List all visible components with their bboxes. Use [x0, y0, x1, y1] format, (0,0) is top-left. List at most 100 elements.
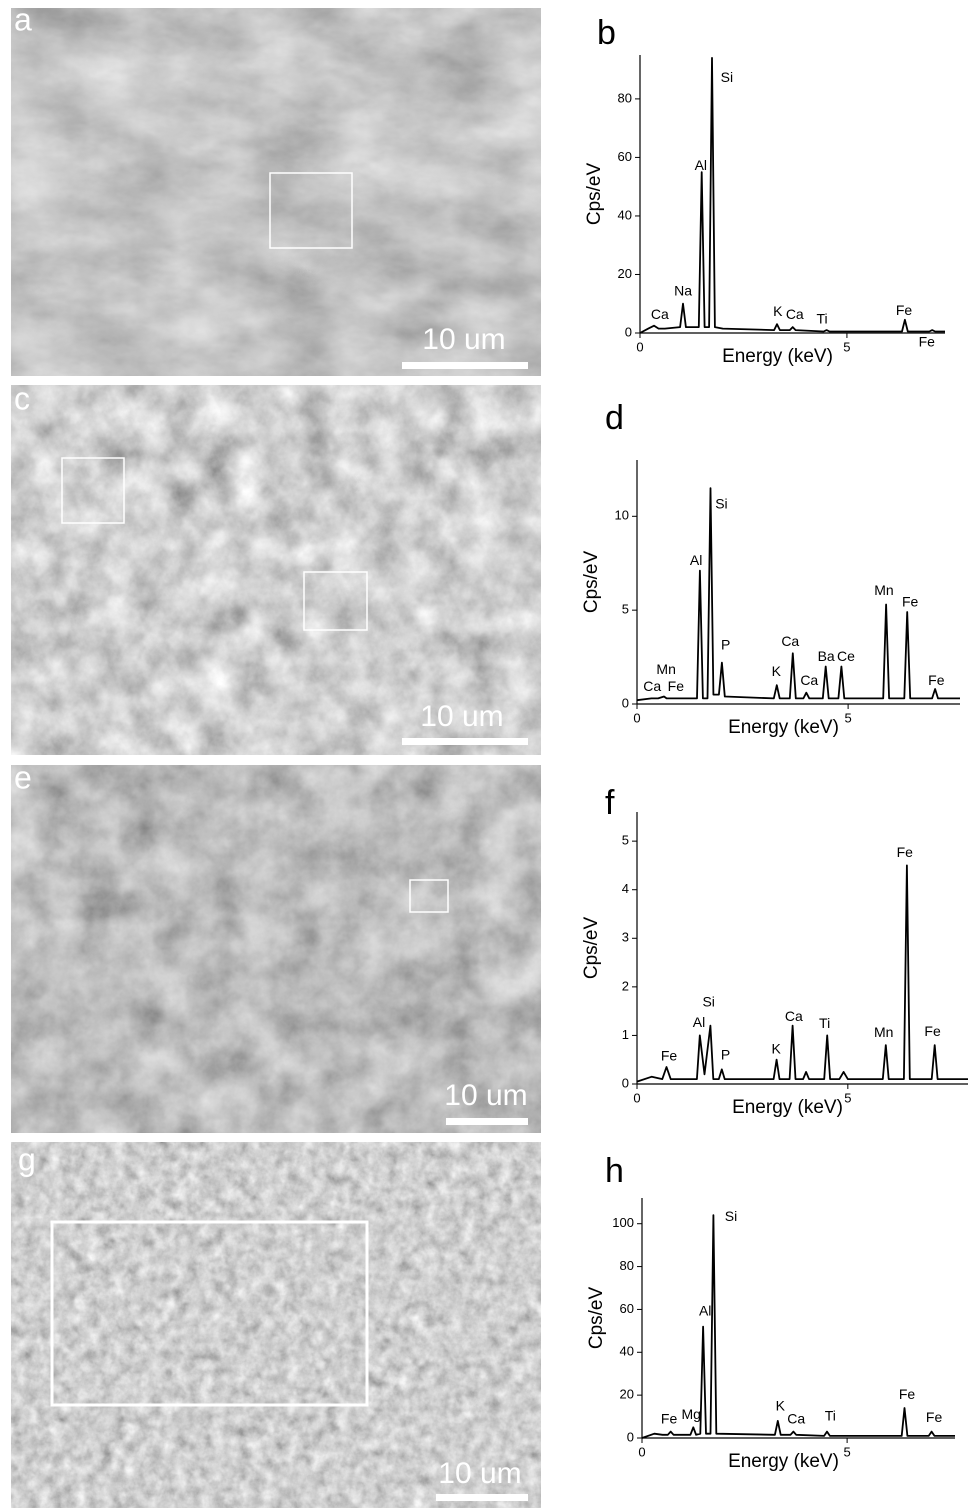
peak-label: Ca	[787, 1411, 805, 1427]
x-axis-label: Energy (keV)	[722, 346, 833, 367]
peak-label: Ca	[643, 678, 661, 694]
y-axis-label: Cps/eV	[581, 551, 602, 614]
figure: a 10 um c 10 um e 10 um g 10 um b0204060…	[0, 0, 972, 1509]
peak-label: K	[772, 663, 782, 679]
scale-label: 10 um	[444, 1079, 527, 1112]
sem-image-g: g 10 um	[11, 1141, 541, 1508]
sem-photo	[11, 8, 541, 376]
peak-label: Ca	[800, 672, 818, 688]
peak-label: Ca	[785, 1008, 803, 1024]
sem-image-c: c 10 um	[11, 380, 541, 755]
y-tick-label: 4	[622, 881, 629, 896]
y-axis-label: Cps/eV	[584, 163, 605, 226]
y-axis-label: Cps/eV	[581, 917, 602, 980]
peak-label: Mn	[874, 1024, 893, 1040]
x-axis-label: Energy (keV)	[728, 717, 839, 738]
x-tick-label: 5	[843, 339, 850, 354]
x-tick-label: 0	[636, 339, 643, 354]
sem-image-e: e 10 um	[11, 759, 541, 1133]
panel-letter: f	[605, 784, 615, 822]
scale-label: 10 um	[420, 700, 503, 733]
peak-label: Si	[721, 69, 733, 85]
peak-label: Ti	[819, 1015, 830, 1031]
peak-label: Ba	[818, 648, 835, 664]
y-tick-label: 0	[627, 1429, 634, 1444]
panel-letter: b	[597, 14, 616, 52]
spectrum-chart: d 0 5 10 0 5 Energy (keV) Cps/eV Mn Ca Fe Al Si P K Ca C…	[581, 399, 960, 738]
y-tick-label: 0	[622, 1075, 629, 1090]
peak-label: Fe	[928, 672, 945, 688]
y-tick-label: 20	[620, 1387, 634, 1402]
peak-label: Ca	[781, 633, 799, 649]
panel-letter: e	[14, 759, 32, 795]
peak-label: Ca	[651, 306, 669, 322]
peak-label: Fe	[926, 1409, 943, 1425]
spectrum-line	[642, 1215, 955, 1438]
scale-bar	[402, 738, 528, 745]
x-tick-label: 0	[638, 1444, 645, 1459]
peak-label: Al	[690, 552, 702, 568]
panel-letter: c	[14, 380, 30, 416]
y-tick-label: 10	[615, 508, 629, 523]
peak-label: Ce	[837, 648, 855, 664]
peak-label: Al	[699, 1302, 711, 1318]
y-tick-label: 100	[612, 1215, 634, 1230]
sem-photo	[11, 765, 541, 1133]
peak-label: Ti	[825, 1408, 836, 1424]
peak-label: Ca	[786, 306, 804, 322]
peak-label: Si	[725, 1208, 737, 1224]
x-tick-label: 5	[843, 1444, 850, 1459]
y-tick-label: 0	[622, 695, 629, 710]
peak-label: P	[721, 1047, 730, 1063]
y-tick-label: 5	[622, 602, 629, 617]
sem-photo	[11, 1142, 541, 1508]
y-tick-label: 3	[622, 930, 629, 945]
x-axis-label: Energy (keV)	[732, 1097, 843, 1118]
scale-label: 10 um	[438, 1457, 521, 1490]
peak-label: Fe	[661, 1048, 678, 1064]
peak-label: Fe	[661, 1411, 678, 1427]
x-tick-label: 0	[633, 710, 640, 725]
y-tick-label: 40	[618, 207, 632, 222]
y-axis-label: Cps/eV	[586, 1287, 607, 1350]
peak-label: P	[721, 637, 730, 653]
peak-label: Na	[674, 283, 692, 299]
panel-letter: d	[605, 399, 624, 437]
peak-label: Fe	[899, 1386, 916, 1402]
panel-letter: h	[605, 1152, 624, 1190]
peak-label: Si	[715, 496, 727, 512]
peak-label: Fe	[897, 844, 914, 860]
y-tick-label: 2	[622, 978, 629, 993]
peak-label: Mn	[874, 582, 893, 598]
x-tick-label: 5	[844, 710, 851, 725]
x-tick-label: 5	[844, 1090, 851, 1105]
peak-label: Fe	[919, 334, 936, 350]
peak-label: Fe	[924, 1023, 941, 1039]
peak-label: Fe	[896, 302, 913, 318]
y-tick-label: 60	[620, 1301, 634, 1316]
peak-label: Al	[695, 157, 707, 173]
peak-label: Ti	[817, 311, 828, 327]
peak-label: Al	[693, 1014, 705, 1030]
x-tick-label: 0	[633, 1090, 640, 1105]
scale-bar	[436, 1494, 528, 1501]
scale-bar	[446, 1118, 528, 1125]
y-tick-label: 1	[622, 1027, 629, 1042]
panel-letter: g	[18, 1141, 36, 1177]
y-tick-label: 80	[620, 1258, 634, 1273]
spectrum-line	[637, 865, 968, 1081]
sem-image-a: a 10 um	[11, 1, 541, 376]
peak-label: K	[776, 1398, 786, 1414]
y-tick-label: 5	[622, 833, 629, 848]
x-axis-label: Energy (keV)	[728, 1451, 839, 1472]
y-tick-label: 20	[618, 266, 632, 281]
peak-label: Si	[702, 994, 714, 1010]
peak-label: Fe	[668, 678, 685, 694]
scale-bar	[402, 362, 528, 369]
y-tick-label: 40	[620, 1344, 634, 1359]
peak-label: K	[771, 1041, 781, 1057]
y-tick-label: 80	[618, 90, 632, 105]
